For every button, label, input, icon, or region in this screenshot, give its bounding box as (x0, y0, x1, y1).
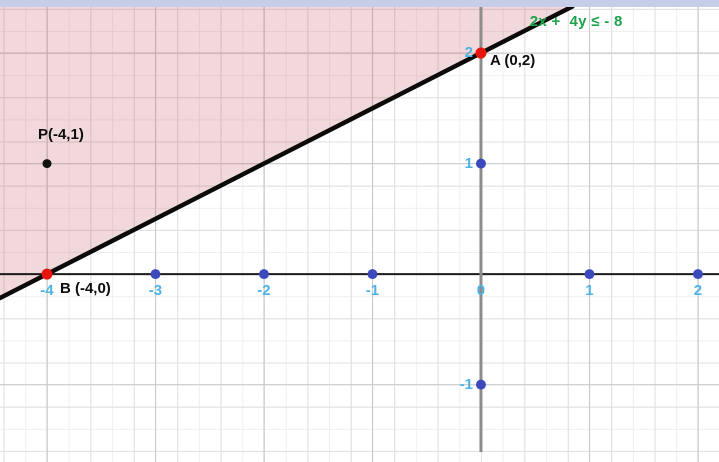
x-tick-label--1: -1 (365, 282, 380, 300)
x-tick-label--4: -4 (40, 282, 54, 300)
point-label-P: P(-4,1) (37, 125, 84, 143)
point-label-B: B (-4,0) (59, 280, 111, 298)
y-tick-label-2: 2 (464, 44, 473, 62)
x-axis-tick-dot (692, 269, 703, 280)
x-tick-label--2: -2 (257, 282, 271, 300)
x-tick-label-0: 0 (476, 282, 486, 300)
x-tick-label-2: 2 (693, 282, 703, 300)
x-axis-tick-dot (150, 269, 161, 280)
x-axis-tick-dot (258, 269, 269, 280)
y-axis-tick-dot (475, 158, 486, 169)
point-dot-P (42, 159, 52, 169)
x-tick-label-1: 1 (585, 282, 594, 300)
x-axis-tick-dot (584, 269, 595, 280)
y-tick-label--1: -1 (459, 375, 473, 393)
point-dot-A (475, 47, 487, 59)
window-edge-strip (0, 0, 719, 7)
inequality-label: 2x + 4y ≤ - 8 (529, 13, 623, 31)
x-axis-tick-dot (367, 269, 378, 280)
y-axis-tick-dot (475, 379, 486, 390)
x-tick-label--3: -3 (148, 282, 163, 300)
y-tick-label-1: 1 (464, 154, 473, 172)
point-dot-B (41, 268, 53, 280)
point-label-A: A (0,2) (489, 52, 536, 70)
